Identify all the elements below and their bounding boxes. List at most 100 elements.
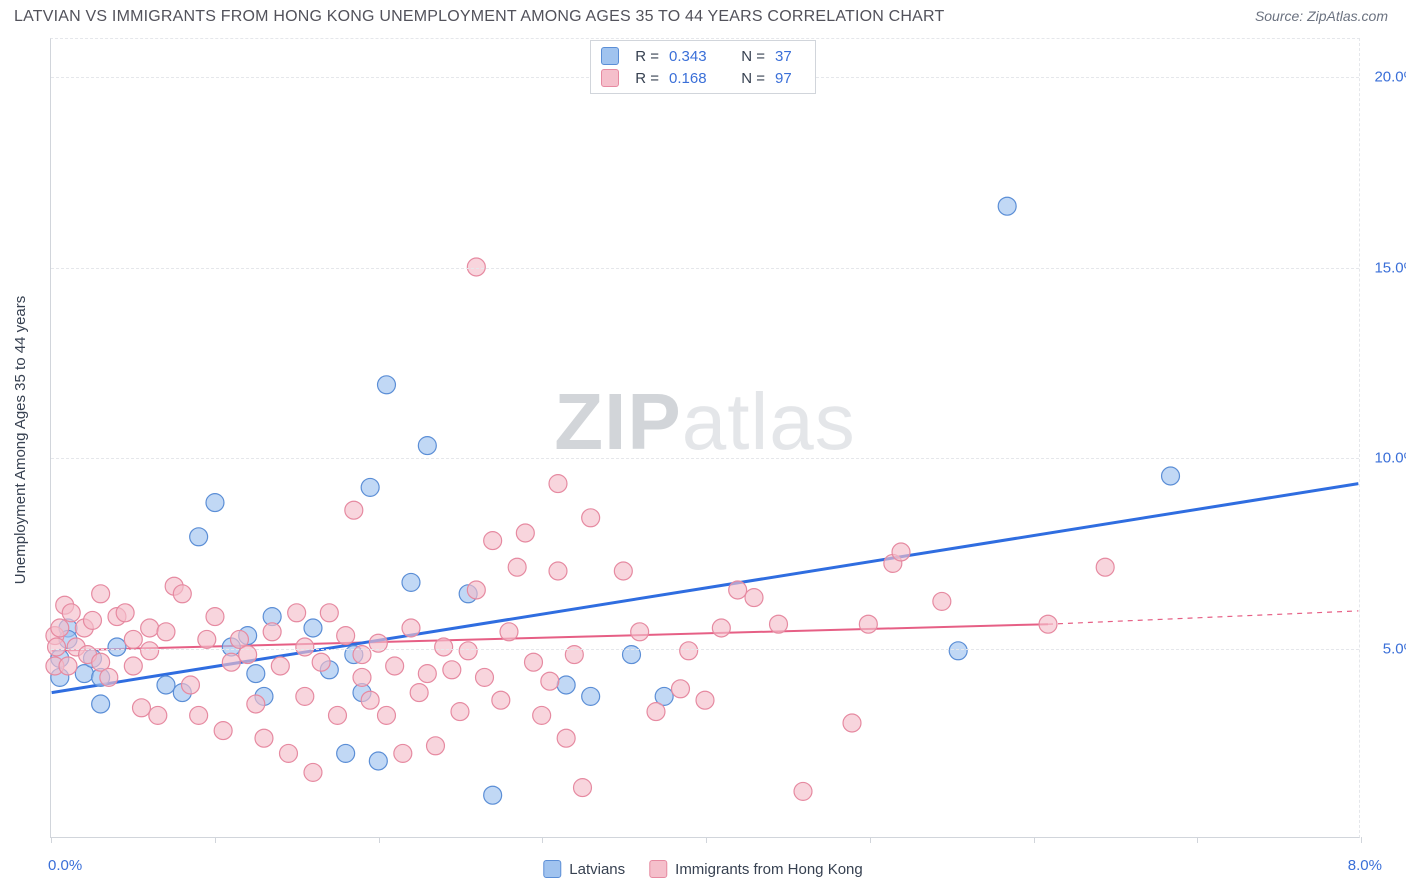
- legend-swatch: [649, 860, 667, 878]
- data-point: [288, 604, 306, 622]
- data-point: [933, 592, 951, 610]
- data-point: [647, 703, 665, 721]
- r-label: R =: [629, 48, 659, 65]
- data-point: [582, 509, 600, 527]
- data-point: [745, 589, 763, 607]
- data-point: [116, 604, 134, 622]
- data-point: [51, 619, 69, 637]
- n-label: N =: [735, 48, 765, 65]
- data-point: [1039, 615, 1057, 633]
- gridline-h: [51, 649, 1359, 650]
- data-point: [59, 657, 77, 675]
- legend-series-label: Immigrants from Hong Kong: [675, 861, 863, 878]
- data-point: [549, 562, 567, 580]
- data-point: [394, 744, 412, 762]
- x-tick: [1197, 837, 1198, 843]
- gridline-h: [51, 458, 1359, 459]
- data-point: [402, 573, 420, 591]
- x-tick: [51, 837, 52, 843]
- data-point: [369, 752, 387, 770]
- data-point: [124, 630, 142, 648]
- data-point: [271, 657, 289, 675]
- n-label: N =: [735, 70, 765, 87]
- data-point: [132, 699, 150, 717]
- data-point: [508, 558, 526, 576]
- data-point: [190, 706, 208, 724]
- data-point: [516, 524, 534, 542]
- scatter-points-layer: [51, 39, 1359, 837]
- data-point: [247, 695, 265, 713]
- data-point: [557, 729, 575, 747]
- data-point: [62, 604, 80, 622]
- data-point: [451, 703, 469, 721]
- data-point: [214, 722, 232, 740]
- legend-series-item: Latvians: [543, 860, 625, 878]
- data-point: [296, 638, 314, 656]
- data-point: [533, 706, 551, 724]
- data-point: [353, 668, 371, 686]
- data-point: [83, 611, 101, 629]
- y-tick-label: 10.0%: [1374, 450, 1406, 467]
- legend-correlation-row: R =0.343N =37: [601, 45, 805, 67]
- gridline-h: [51, 268, 1359, 269]
- x-tick: [379, 837, 380, 843]
- data-point: [108, 638, 126, 656]
- chart-container: LATVIAN VS IMMIGRANTS FROM HONG KONG UNE…: [0, 0, 1406, 892]
- legend-correlation-row: R =0.168N =97: [601, 67, 805, 89]
- data-point: [124, 657, 142, 675]
- data-point: [574, 779, 592, 797]
- data-point: [549, 475, 567, 493]
- x-tick: [215, 837, 216, 843]
- data-point: [222, 653, 240, 671]
- data-point: [435, 638, 453, 656]
- data-point: [492, 691, 510, 709]
- data-point: [418, 665, 436, 683]
- data-point: [141, 619, 159, 637]
- source-attribution: Source: ZipAtlas.com: [1255, 8, 1388, 24]
- data-point: [557, 676, 575, 694]
- x-tick: [1361, 837, 1362, 843]
- data-point: [92, 585, 110, 603]
- data-point: [378, 376, 396, 394]
- data-point: [1096, 558, 1114, 576]
- data-point: [541, 672, 559, 690]
- data-point: [484, 532, 502, 550]
- x-tick: [1034, 837, 1035, 843]
- data-point: [157, 623, 175, 641]
- data-point: [361, 478, 379, 496]
- y-axis-label: Unemployment Among Ages 35 to 44 years: [12, 296, 29, 585]
- legend-series-label: Latvians: [569, 861, 625, 878]
- data-point: [712, 619, 730, 637]
- data-point: [206, 494, 224, 512]
- data-point: [410, 684, 428, 702]
- data-point: [386, 657, 404, 675]
- data-point: [770, 615, 788, 633]
- data-point: [320, 604, 338, 622]
- y-tick-label: 20.0%: [1374, 69, 1406, 86]
- data-point: [337, 627, 355, 645]
- legend-swatch: [601, 47, 619, 65]
- data-point: [378, 706, 396, 724]
- x-tick: [870, 837, 871, 843]
- data-point: [631, 623, 649, 641]
- data-point: [173, 585, 191, 603]
- data-point: [459, 642, 477, 660]
- data-point: [100, 668, 118, 686]
- data-point: [198, 630, 216, 648]
- data-point: [525, 653, 543, 671]
- data-point: [476, 668, 494, 686]
- n-value: 37: [775, 48, 805, 65]
- data-point: [48, 638, 66, 656]
- data-point: [998, 197, 1016, 215]
- x-tick: [706, 837, 707, 843]
- data-point: [92, 695, 110, 713]
- data-point: [247, 665, 265, 683]
- n-value: 97: [775, 70, 805, 87]
- data-point: [614, 562, 632, 580]
- data-point: [304, 763, 322, 781]
- chart-title: LATVIAN VS IMMIGRANTS FROM HONG KONG UNE…: [14, 8, 944, 26]
- y-tick-label: 15.0%: [1374, 259, 1406, 276]
- data-point: [892, 543, 910, 561]
- data-point: [329, 706, 347, 724]
- data-point: [149, 706, 167, 724]
